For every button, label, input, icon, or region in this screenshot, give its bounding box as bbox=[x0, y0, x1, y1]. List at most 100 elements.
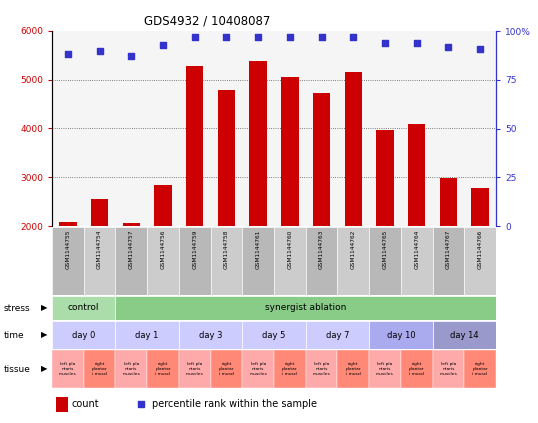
Bar bbox=[306, 321, 369, 349]
Bar bbox=[116, 350, 147, 388]
Bar bbox=[186, 66, 203, 324]
Text: day 10: day 10 bbox=[386, 330, 415, 340]
Point bbox=[222, 33, 231, 40]
Text: right
plantar
i muscl: right plantar i muscl bbox=[282, 363, 298, 376]
Text: GSM1144756: GSM1144756 bbox=[160, 230, 166, 269]
Text: GSM1144766: GSM1144766 bbox=[478, 230, 483, 269]
Bar bbox=[52, 296, 116, 320]
Text: GSM1144759: GSM1144759 bbox=[192, 230, 197, 269]
Bar bbox=[59, 222, 76, 324]
Text: left pla
ntaris
muscles: left pla ntaris muscles bbox=[440, 363, 457, 376]
Text: time: time bbox=[4, 330, 24, 340]
Point bbox=[95, 47, 104, 54]
Point bbox=[159, 41, 167, 48]
Bar bbox=[242, 350, 274, 388]
Bar bbox=[401, 227, 433, 295]
Text: right
plantar
i muscl: right plantar i muscl bbox=[345, 363, 361, 376]
Bar bbox=[408, 124, 426, 324]
Point bbox=[476, 45, 484, 52]
Bar bbox=[433, 321, 496, 349]
Text: left pla
ntaris
muscles: left pla ntaris muscles bbox=[313, 363, 330, 376]
Text: day 7: day 7 bbox=[325, 330, 349, 340]
Bar bbox=[369, 350, 401, 388]
Text: left pla
ntaris
muscles: left pla ntaris muscles bbox=[376, 363, 394, 376]
Bar bbox=[274, 350, 306, 388]
Bar bbox=[242, 321, 306, 349]
Bar bbox=[116, 227, 147, 295]
Point bbox=[381, 39, 390, 46]
Text: left pla
ntaris
muscles: left pla ntaris muscles bbox=[123, 363, 140, 376]
Text: right
plantar
i muscl: right plantar i muscl bbox=[92, 363, 107, 376]
Bar bbox=[52, 321, 116, 349]
Point bbox=[254, 33, 263, 40]
Point bbox=[317, 33, 326, 40]
Bar bbox=[274, 227, 306, 295]
Bar bbox=[56, 396, 68, 412]
Bar bbox=[281, 77, 299, 324]
Text: GSM1144755: GSM1144755 bbox=[65, 230, 70, 269]
Bar bbox=[179, 350, 210, 388]
Bar bbox=[91, 199, 108, 324]
Text: GSM1144767: GSM1144767 bbox=[446, 230, 451, 269]
Bar bbox=[306, 350, 337, 388]
Text: ▶: ▶ bbox=[40, 330, 47, 340]
Text: ▶: ▶ bbox=[40, 303, 47, 313]
Text: GSM1144763: GSM1144763 bbox=[319, 230, 324, 269]
Bar bbox=[376, 130, 394, 324]
Bar bbox=[401, 350, 433, 388]
Point bbox=[137, 401, 145, 407]
Bar bbox=[116, 296, 496, 320]
Bar bbox=[210, 227, 242, 295]
Bar bbox=[179, 321, 242, 349]
Bar bbox=[344, 72, 362, 324]
Bar bbox=[464, 350, 496, 388]
Bar bbox=[116, 321, 179, 349]
Bar bbox=[154, 185, 172, 324]
Bar bbox=[433, 350, 464, 388]
Text: right
plantar
i muscl: right plantar i muscl bbox=[472, 363, 488, 376]
Text: control: control bbox=[68, 303, 100, 313]
Text: count: count bbox=[72, 399, 100, 409]
Text: percentile rank within the sample: percentile rank within the sample bbox=[152, 399, 317, 409]
Point bbox=[63, 51, 72, 58]
Bar bbox=[52, 350, 84, 388]
Bar bbox=[123, 223, 140, 324]
Point bbox=[127, 53, 136, 60]
Text: left pla
ntaris
muscles: left pla ntaris muscles bbox=[249, 363, 267, 376]
Text: ▶: ▶ bbox=[40, 365, 47, 374]
Text: right
plantar
i muscl: right plantar i muscl bbox=[218, 363, 234, 376]
Bar bbox=[471, 189, 489, 324]
Bar bbox=[369, 321, 433, 349]
Text: day 1: day 1 bbox=[136, 330, 159, 340]
Bar bbox=[433, 227, 464, 295]
Text: GSM1144758: GSM1144758 bbox=[224, 230, 229, 269]
Bar bbox=[52, 227, 84, 295]
Text: GSM1144765: GSM1144765 bbox=[383, 230, 387, 269]
Text: right
plantar
i muscl: right plantar i muscl bbox=[409, 363, 424, 376]
Text: GSM1144762: GSM1144762 bbox=[351, 230, 356, 269]
Text: left pla
ntaris
muscles: left pla ntaris muscles bbox=[186, 363, 203, 376]
Text: day 5: day 5 bbox=[263, 330, 286, 340]
Bar bbox=[84, 350, 116, 388]
Text: stress: stress bbox=[4, 303, 31, 313]
Bar bbox=[313, 93, 330, 324]
Point bbox=[190, 33, 199, 40]
Text: left pla
ntaris
muscles: left pla ntaris muscles bbox=[59, 363, 77, 376]
Text: GDS4932 / 10408087: GDS4932 / 10408087 bbox=[144, 14, 271, 27]
Bar bbox=[147, 350, 179, 388]
Bar bbox=[147, 227, 179, 295]
Bar bbox=[242, 227, 274, 295]
Text: GSM1144760: GSM1144760 bbox=[287, 230, 292, 269]
Point bbox=[286, 33, 294, 40]
Bar bbox=[440, 178, 457, 324]
Bar bbox=[337, 350, 369, 388]
Bar bbox=[337, 227, 369, 295]
Bar bbox=[306, 227, 337, 295]
Text: tissue: tissue bbox=[4, 365, 31, 374]
Bar bbox=[179, 227, 210, 295]
Text: GSM1144764: GSM1144764 bbox=[414, 230, 419, 269]
Bar bbox=[218, 91, 235, 324]
Text: day 14: day 14 bbox=[450, 330, 479, 340]
Text: day 0: day 0 bbox=[72, 330, 95, 340]
Text: right
plantar
i muscl: right plantar i muscl bbox=[155, 363, 171, 376]
